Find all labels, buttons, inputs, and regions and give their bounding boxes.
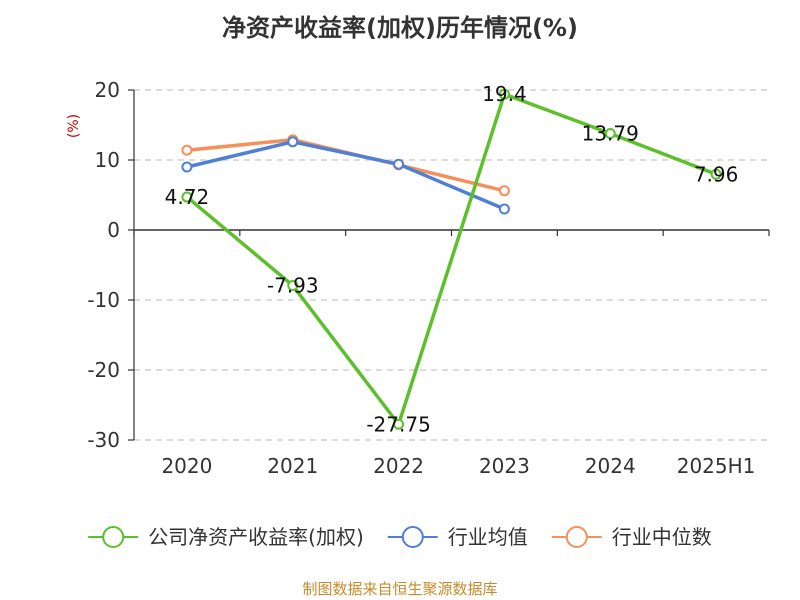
- legend-item[interactable]: 行业中位数: [551, 525, 712, 549]
- y-tick-label: -10: [87, 288, 120, 312]
- legend-label: 行业均值: [448, 525, 528, 549]
- legend-item[interactable]: 公司净资产收益率(加权): [88, 525, 364, 549]
- legend-item[interactable]: 行业均值: [387, 525, 528, 549]
- data-label: -7.93: [267, 274, 319, 298]
- data-label: 13.79: [582, 121, 639, 145]
- data-label-layer: 4.72 -7.93 -27.75 19.4 13.79 7.96: [165, 82, 739, 436]
- data-point: [181, 191, 193, 203]
- y-tick-label: -30: [87, 428, 120, 452]
- data-point: [393, 418, 405, 430]
- x-tick-label: 2024: [585, 454, 636, 478]
- chart-title: 净资产收益率(加权)历年情况(%): [222, 14, 578, 42]
- data-label: -27.75: [366, 412, 430, 436]
- data-point: [498, 203, 510, 215]
- data-point: [287, 280, 299, 292]
- x-tick-label: 2021: [267, 454, 318, 478]
- legend-marker-icon: [401, 526, 424, 548]
- legend-marker-icon: [102, 526, 125, 548]
- data-point: [498, 88, 510, 100]
- data-point: [287, 136, 299, 148]
- series-line: [185, 92, 718, 426]
- legend-label: 公司净资产收益率(加权): [148, 525, 364, 549]
- series-layer: [181, 88, 722, 430]
- grid-layer: [134, 89, 769, 441]
- y-axis-label: (%): [66, 114, 82, 138]
- data-label: 7.96: [694, 162, 739, 186]
- y-tick-label: 20: [95, 78, 120, 102]
- legend-label: 行业中位数: [612, 525, 712, 549]
- series-line: [185, 137, 507, 193]
- legend-marker-icon: [565, 526, 588, 548]
- x-tick-label: 2022: [373, 454, 424, 478]
- x-tick-label: 2025H1: [677, 454, 756, 478]
- series-line: [185, 140, 507, 211]
- y-tick-label: -20: [87, 358, 120, 382]
- source-note: 制图数据来自恒生聚源数据库: [302, 580, 498, 598]
- y-tick-label: 10: [95, 148, 120, 172]
- data-label: 4.72: [165, 185, 210, 209]
- data-point: [181, 144, 193, 156]
- data-point: [604, 127, 616, 139]
- data-point: [393, 158, 405, 170]
- data-point: [498, 185, 510, 197]
- x-tick-label: 2020: [161, 454, 212, 478]
- y-tick-label: 0: [107, 218, 120, 242]
- data-point: [710, 168, 722, 180]
- axis-layer: 20 10 0 -10 -20 -30 2020 2021 2022 2023 2024 2025H1…: [66, 78, 770, 478]
- legend: 公司净资产收益率(加权) 行业均值 行业中位数: [88, 525, 712, 549]
- data-point: [181, 161, 193, 173]
- x-tick-label: 2023: [479, 454, 530, 478]
- data-label: 19.4: [482, 82, 527, 106]
